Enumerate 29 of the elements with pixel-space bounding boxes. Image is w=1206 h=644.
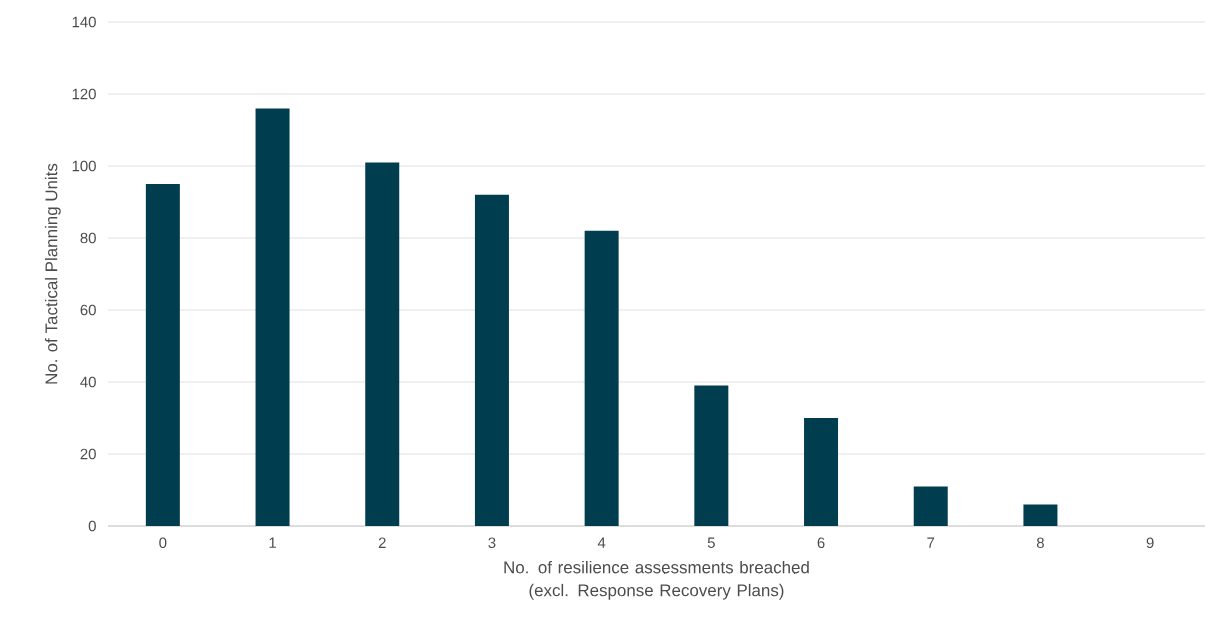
bar — [1023, 504, 1058, 526]
x-tick-label: 2 — [378, 537, 386, 548]
y-tick-label: 40 — [80, 376, 96, 388]
x-tick-label: 3 — [488, 537, 496, 549]
x-tick-label: 4 — [597, 537, 606, 548]
x-tick-label: 7 — [927, 537, 935, 548]
x-axis-title: No. of resilience assessments breached (excl. Response Recovery Plans) — [504, 560, 809, 600]
bar — [145, 184, 180, 526]
x-tick-label: 1 — [269, 537, 276, 548]
bar — [365, 162, 400, 526]
y-tick-label: 120 — [72, 88, 96, 100]
bar — [584, 230, 619, 526]
y-tick-label: 80 — [80, 232, 96, 244]
x-tick-label: 9 — [1146, 537, 1154, 549]
x-tick-label: 6 — [817, 537, 825, 549]
x-tick-label: 5 — [707, 537, 715, 548]
y-tick-label: 140 — [72, 16, 96, 28]
bar — [913, 486, 948, 526]
y-tick-label: 100 — [72, 160, 96, 172]
bar — [474, 194, 509, 526]
y-tick-label: 60 — [80, 304, 96, 316]
x-tick-label: 8 — [1036, 537, 1044, 549]
bar — [255, 108, 290, 526]
y-tick-label: 20 — [80, 448, 96, 460]
y-axis-title: No. of Tactical Planning Units — [44, 163, 61, 384]
bar — [804, 418, 839, 526]
y-tick-label: 0 — [88, 520, 96, 532]
x-tick-label: 0 — [159, 537, 167, 549]
bar — [694, 385, 729, 526]
